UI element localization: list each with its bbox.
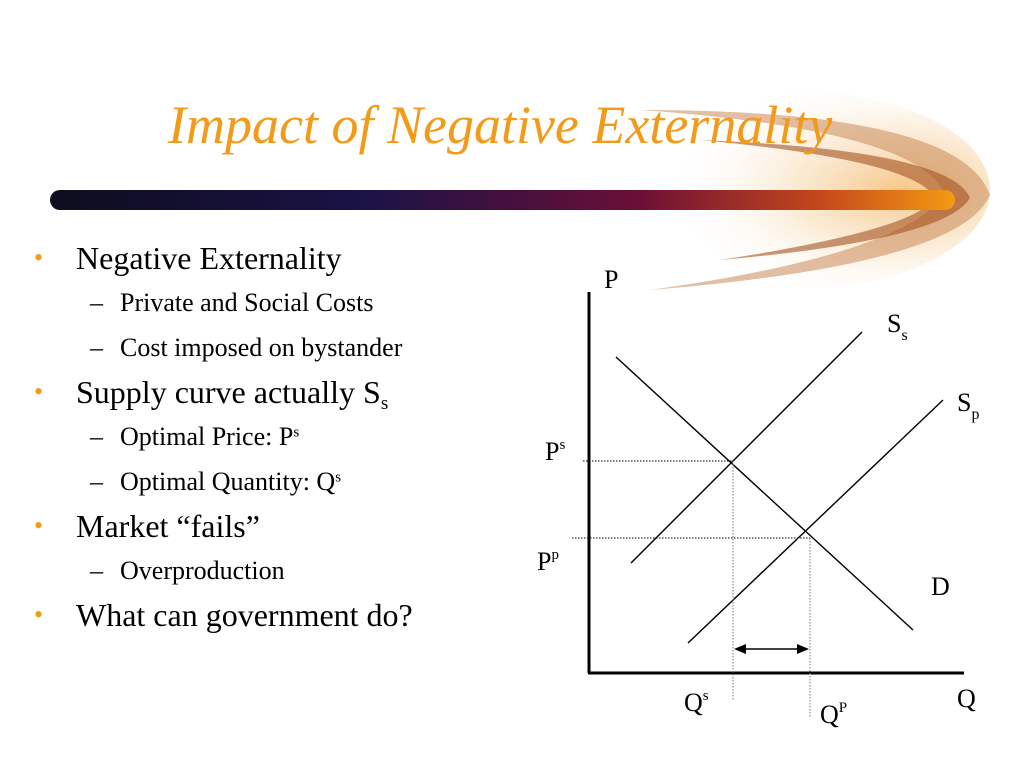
header-bar: [50, 190, 955, 210]
sub-bullet-1-1-text: Private and Social Costs: [120, 288, 374, 317]
bullet-3-text: Market “fails”: [76, 508, 260, 544]
sub-bullet-1-2-text: Cost imposed on bystander: [120, 333, 403, 362]
sub-bullet-dash-icon: –: [90, 288, 103, 317]
sub-bullet-1-1: – Private and Social Costs: [34, 280, 534, 325]
supply-social-curve: [630, 331, 863, 564]
sub-bullet-3-1-text: Overproduction: [120, 556, 285, 585]
d-curve-label: D: [931, 572, 950, 601]
sub-bullet-dash-icon: –: [90, 333, 103, 362]
sub-bullet-dash-icon: –: [90, 422, 103, 451]
bullet-1-text: Negative Externality: [76, 240, 342, 276]
sub-bullet-2-2-sup: s: [335, 469, 342, 486]
supply-private-curve: [687, 399, 944, 644]
sub-bullet-2-2-text: Optimal Quantity: Q: [120, 467, 336, 496]
bullet-1: • Negative Externality: [34, 236, 534, 280]
ps-tick-label: Ps: [545, 437, 565, 466]
bullet-2-subscript: s: [380, 392, 389, 414]
bullet-dot-icon: •: [34, 243, 44, 272]
sub-bullet-2-1: – Optimal Price: Ps: [34, 414, 534, 459]
sub-bullet-2-2: – Optimal Quantity: Qs: [34, 459, 534, 504]
slide-title: Impact of Negative Externality: [168, 95, 833, 155]
sub-bullet-1-2: – Cost imposed on bystander: [34, 325, 534, 370]
qs-tick-label: Qs: [684, 688, 709, 717]
pp-tick-label: Pp: [537, 547, 559, 576]
sub-bullet-2-1-sup: s: [293, 424, 300, 441]
bullet-dot-icon: •: [34, 600, 44, 629]
demand-curve: [615, 356, 914, 631]
bullet-list: • Negative Externality – Private and Soc…: [34, 236, 534, 637]
bullet-dot-icon: •: [34, 511, 44, 540]
sub-bullet-dash-icon: –: [90, 556, 103, 585]
sub-bullet-2-1-text: Optimal Price: P: [120, 422, 294, 451]
bullet-4: • What can government do?: [34, 593, 534, 637]
bullet-2: • Supply curve actually Ss: [34, 370, 534, 414]
qp-tick-label: QP: [820, 700, 847, 729]
y-axis-label: P: [604, 265, 618, 294]
sub-bullet-3-1: – Overproduction: [34, 548, 534, 593]
x-axis-label: Q: [957, 684, 976, 713]
bullet-2-text: Supply curve actually S: [76, 374, 381, 410]
ss-curve-label: Ss: [887, 309, 908, 344]
bullet-dot-icon: •: [34, 377, 44, 406]
bullet-3: • Market “fails”: [34, 504, 534, 548]
sp-curve-label: Sp: [957, 388, 979, 423]
sub-bullet-dash-icon: –: [90, 467, 103, 496]
overproduction-arrow-icon: [734, 644, 809, 654]
bullet-4-text: What can government do?: [76, 597, 413, 633]
